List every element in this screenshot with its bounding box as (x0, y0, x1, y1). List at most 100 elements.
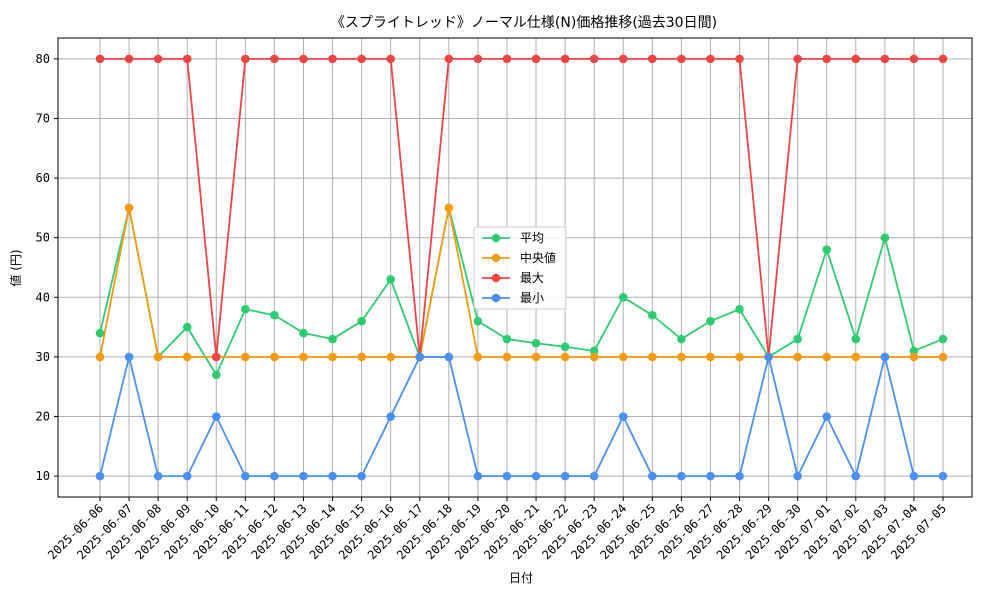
data-point (211, 412, 221, 421)
data-point (648, 54, 657, 64)
data-point (618, 412, 628, 421)
data-point (473, 352, 483, 362)
data-point (182, 471, 192, 481)
data-point (677, 352, 686, 362)
data-point (589, 346, 599, 356)
data-point (95, 328, 105, 338)
data-point (473, 54, 483, 64)
data-point (822, 352, 832, 362)
data-point (880, 54, 890, 64)
y-axis-label: 値 (円) (8, 249, 23, 286)
data-point (560, 342, 570, 352)
data-point (618, 54, 628, 64)
data-point (124, 203, 134, 213)
data-point (648, 352, 657, 362)
data-point (95, 54, 105, 64)
data-point (589, 352, 599, 362)
data-point (822, 54, 832, 64)
data-point (95, 471, 105, 481)
legend-marker (491, 273, 501, 283)
data-point (386, 54, 395, 64)
data-point (531, 471, 541, 481)
legend-box (473, 226, 567, 310)
data-point (211, 352, 221, 362)
data-point (677, 471, 686, 481)
data-point (241, 54, 250, 64)
legend-label: 最小 (520, 291, 544, 305)
legend-label: 平均 (520, 231, 544, 245)
data-point (299, 54, 308, 64)
data-point (706, 471, 715, 481)
x-axis-label: 日付 (509, 571, 533, 585)
legend-marker (491, 253, 501, 263)
data-point (473, 316, 483, 326)
data-point (95, 352, 105, 362)
data-point (851, 352, 861, 362)
data-point (386, 412, 395, 421)
data-point (444, 203, 454, 213)
series-line-3 (99, 356, 943, 479)
y-tick-label: 80 (36, 52, 50, 66)
data-point (357, 471, 366, 481)
data-point (270, 310, 279, 320)
legend-label: 中央値 (520, 250, 556, 265)
data-point (938, 471, 948, 481)
data-point (938, 334, 948, 344)
data-point (153, 352, 163, 362)
y-tick-label: 70 (36, 111, 50, 125)
data-point (357, 316, 366, 326)
y-tick-label: 10 (36, 469, 50, 483)
data-point (531, 338, 541, 348)
y-tick-label: 30 (36, 350, 50, 364)
data-point (735, 352, 744, 362)
data-point (502, 471, 512, 481)
data-point (589, 471, 599, 481)
data-point (270, 352, 279, 362)
data-point (880, 233, 890, 242)
data-point (793, 352, 802, 362)
data-point (648, 310, 657, 320)
data-point (793, 334, 802, 344)
data-point (299, 328, 308, 338)
data-point (211, 370, 221, 380)
data-point (793, 471, 802, 481)
chart-title: 《スプライトレッド》ノーマル仕様(N)価格推移(過去30日間) (331, 15, 717, 31)
data-point (822, 245, 832, 254)
data-point (328, 54, 337, 64)
data-point (648, 471, 657, 481)
data-point (880, 352, 890, 362)
data-point (241, 352, 250, 362)
data-point (677, 54, 686, 64)
series-group (95, 54, 948, 481)
y-tick-label: 60 (36, 171, 50, 185)
y-tick-label: 50 (36, 231, 50, 245)
data-point (706, 54, 715, 64)
data-point (851, 334, 861, 344)
data-point (270, 471, 279, 481)
series-line-0 (99, 207, 944, 377)
plot-frame (57, 37, 973, 498)
data-point (735, 54, 744, 64)
series-line-1 (99, 207, 943, 358)
data-point (909, 471, 919, 481)
data-point (299, 471, 308, 481)
data-point (328, 352, 337, 362)
data-point (764, 352, 773, 362)
data-point (502, 334, 512, 344)
data-point (735, 304, 744, 314)
y-tick-label: 20 (36, 410, 50, 424)
data-point (357, 54, 366, 64)
data-point (589, 54, 599, 64)
data-point (241, 471, 250, 481)
data-point (618, 293, 628, 302)
data-point (938, 352, 948, 362)
data-point (502, 54, 512, 64)
data-point (299, 352, 308, 362)
data-point (706, 316, 715, 326)
data-point (677, 334, 686, 344)
data-point (153, 471, 163, 481)
data-point (182, 352, 192, 362)
data-point (502, 352, 512, 362)
legend-label: 最大 (520, 271, 544, 285)
